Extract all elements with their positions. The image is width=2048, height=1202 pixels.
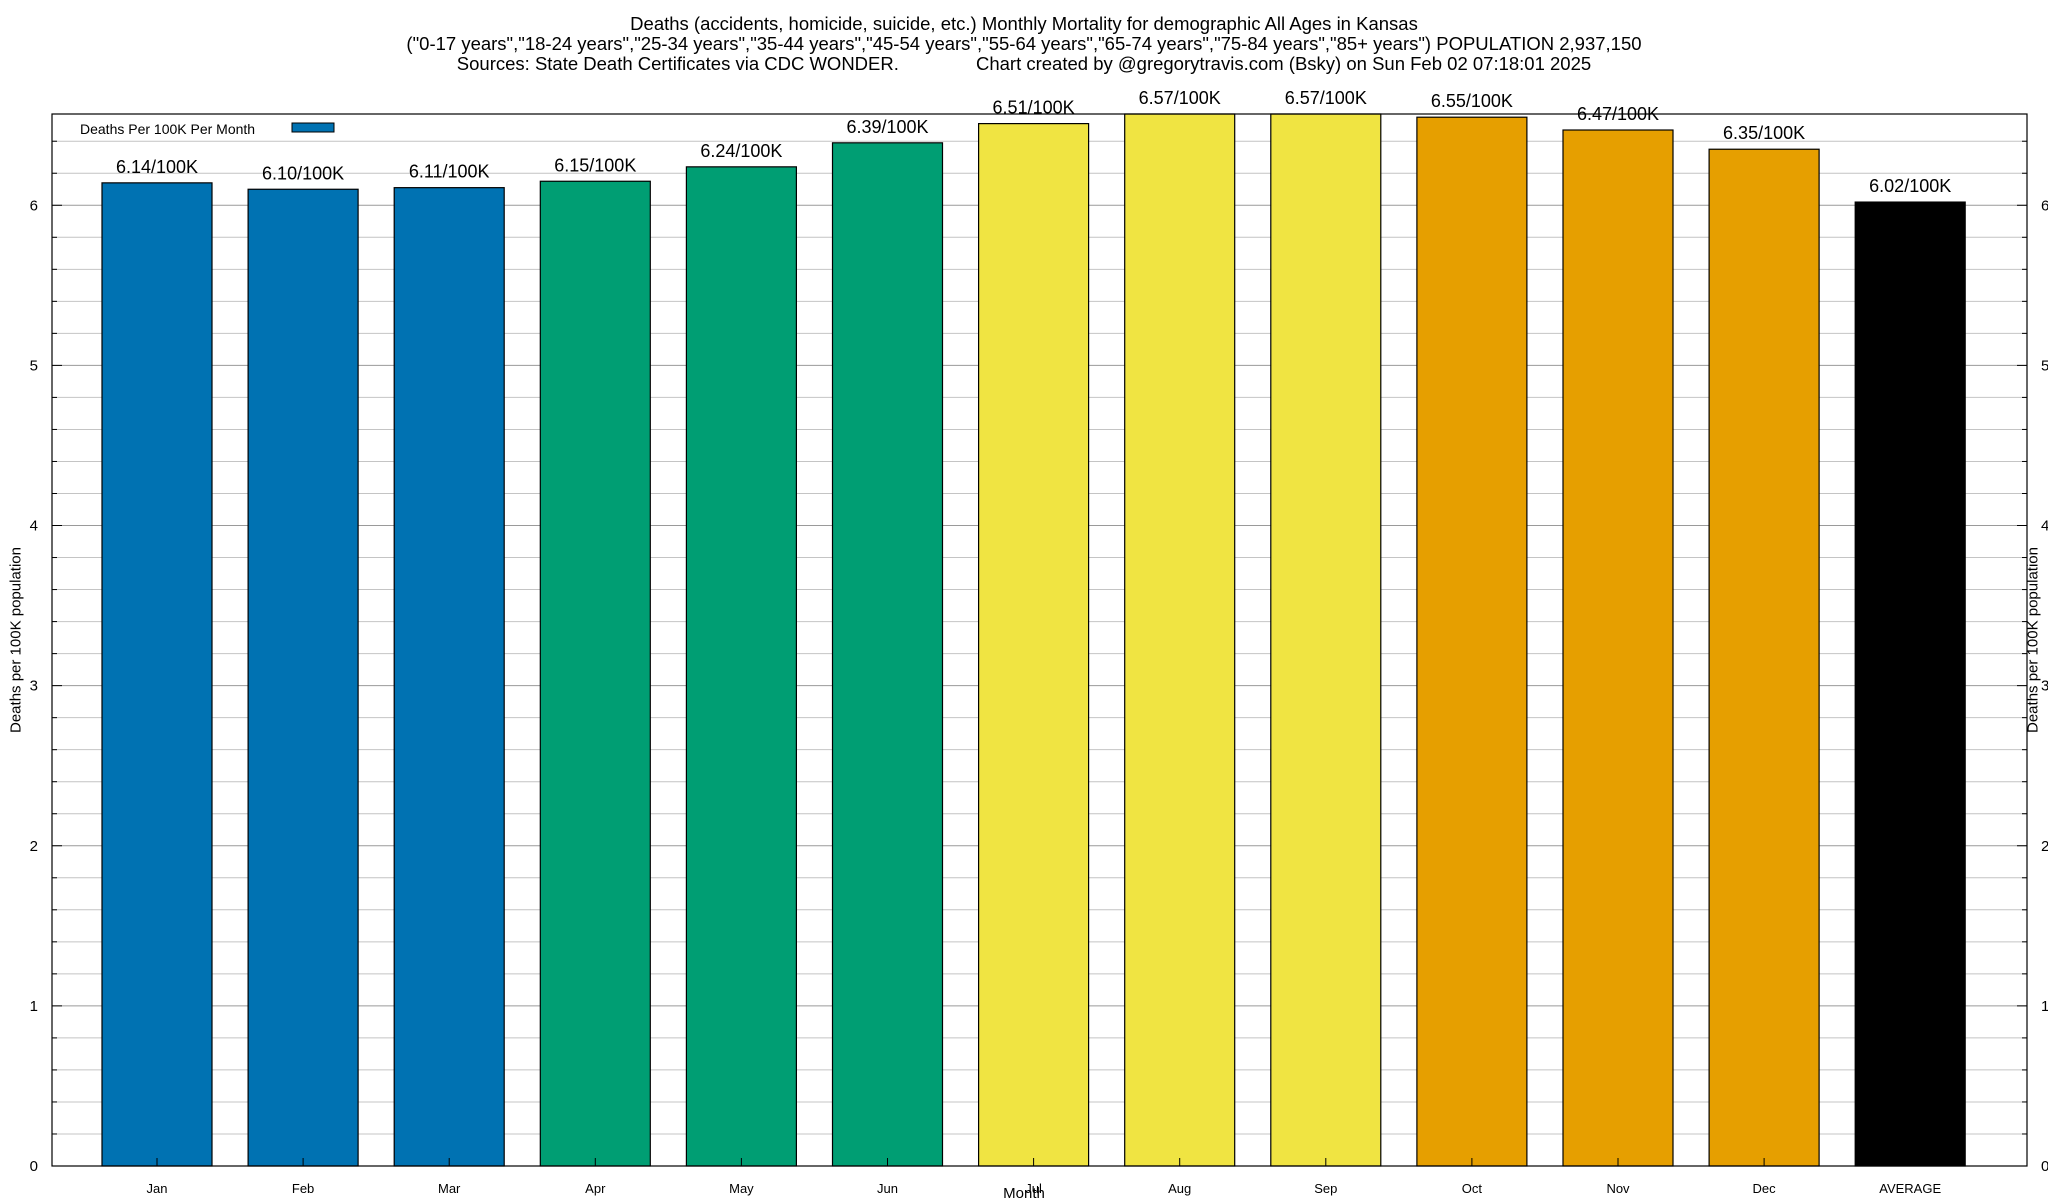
bar-value-label: 6.57/100K xyxy=(1139,88,1221,108)
x-axis-label: Month xyxy=(1003,1185,1045,1202)
chart-subtitle-sources: Sources: State Death Certificates via CD… xyxy=(456,53,1592,74)
y-tick-label-right: 0 xyxy=(2041,1158,2048,1175)
y-tick-label-right: 3 xyxy=(2041,678,2048,695)
x-tick-label: AVERAGE xyxy=(1879,1181,1941,1196)
x-tick-label: Jan xyxy=(147,1181,168,1196)
bar-value-labels: 6.14/100K 6.10/100K 6.11/100K 6.15/100K 6.24… xyxy=(116,88,1951,196)
bar xyxy=(1270,113,1382,1167)
y-tick-label-right: 6 xyxy=(2041,197,2048,214)
bar-value-label: 6.11/100K xyxy=(409,162,490,182)
bar-value-label: 6.14/100K xyxy=(116,157,198,177)
bar xyxy=(831,142,944,1167)
bar xyxy=(1854,201,1966,1167)
x-tick-label: Jul xyxy=(1025,1181,1042,1196)
x-tick-label: Dec xyxy=(1753,1181,1777,1196)
bar xyxy=(1124,113,1236,1167)
x-tick-label: Feb xyxy=(292,1181,314,1196)
plot-frame xyxy=(51,113,2028,1167)
bar-value-label: 6.55/100K xyxy=(1431,91,1513,111)
y-tick-label-right: 5 xyxy=(2041,357,2048,374)
y-tick-label-left: 1 xyxy=(30,998,38,1015)
bar-value-label: 6.02/100K xyxy=(1869,176,1951,196)
bar xyxy=(539,180,651,1167)
bar xyxy=(1562,129,1674,1167)
x-tick-label: Aug xyxy=(1168,1181,1191,1196)
x-tick-label: May xyxy=(729,1181,754,1196)
x-tick-label: Sep xyxy=(1314,1181,1337,1196)
bar-value-label: 6.51/100K xyxy=(993,98,1075,118)
bar-value-label: 6.57/100K xyxy=(1285,88,1367,108)
y-axis-label-left: Deaths per 100K population xyxy=(7,547,25,733)
bar xyxy=(101,182,213,1167)
bar xyxy=(685,166,798,1167)
y-tick-label-left: 5 xyxy=(30,357,38,374)
bar-value-label: 6.35/100K xyxy=(1723,123,1805,143)
bar xyxy=(1416,116,1528,1167)
legend-label: Deaths Per 100K Per Month xyxy=(80,121,255,137)
chart-subtitle-demographics: ("0-17 years","18-24 years","25-34 years… xyxy=(406,33,1642,54)
chart-title: Deaths (accidents, homicide, suicide, et… xyxy=(630,13,1418,34)
chart-title-block: Deaths (accidents, homicide, suicide, et… xyxy=(0,14,2048,74)
y-tick-label-left: 3 xyxy=(30,678,38,695)
legend-swatch xyxy=(291,122,335,133)
bar xyxy=(247,188,359,1167)
y-tick-label-left: 6 xyxy=(30,197,38,214)
x-tick-label: Jun xyxy=(877,1181,898,1196)
y-tick-label-right: 2 xyxy=(2041,838,2048,855)
bar xyxy=(977,123,1090,1167)
bar xyxy=(393,187,505,1167)
bar-value-label: 6.10/100K xyxy=(262,163,344,183)
y-tick-label-right: 4 xyxy=(2041,518,2048,535)
bar-value-label: 6.39/100K xyxy=(846,117,928,137)
y-tick-label-right: 1 xyxy=(2041,998,2048,1015)
y-tick-label-left: 0 xyxy=(30,1158,38,1175)
x-tick-label: Oct xyxy=(1462,1181,1483,1196)
axis-ticks: 0 0 1 1 2 2 3 3 4 4 5 5 6 6 Jan Feb Mar Apr May Jun Jul Aug Se… xyxy=(30,140,2048,1196)
y-axis-label-right: Deaths per 100K population xyxy=(2024,547,2042,733)
bar xyxy=(1708,148,1820,1167)
bars xyxy=(101,113,1966,1167)
legend: Deaths Per 100K Per Month xyxy=(80,121,335,137)
bar-value-label: 6.15/100K xyxy=(554,155,636,175)
y-tick-label-left: 4 xyxy=(30,518,38,535)
x-tick-label: Mar xyxy=(438,1181,461,1196)
x-tick-label: Nov xyxy=(1606,1181,1630,1196)
y-tick-label-left: 2 xyxy=(30,838,38,855)
x-tick-label: Apr xyxy=(585,1181,606,1196)
bar-value-label: 6.24/100K xyxy=(700,141,782,161)
